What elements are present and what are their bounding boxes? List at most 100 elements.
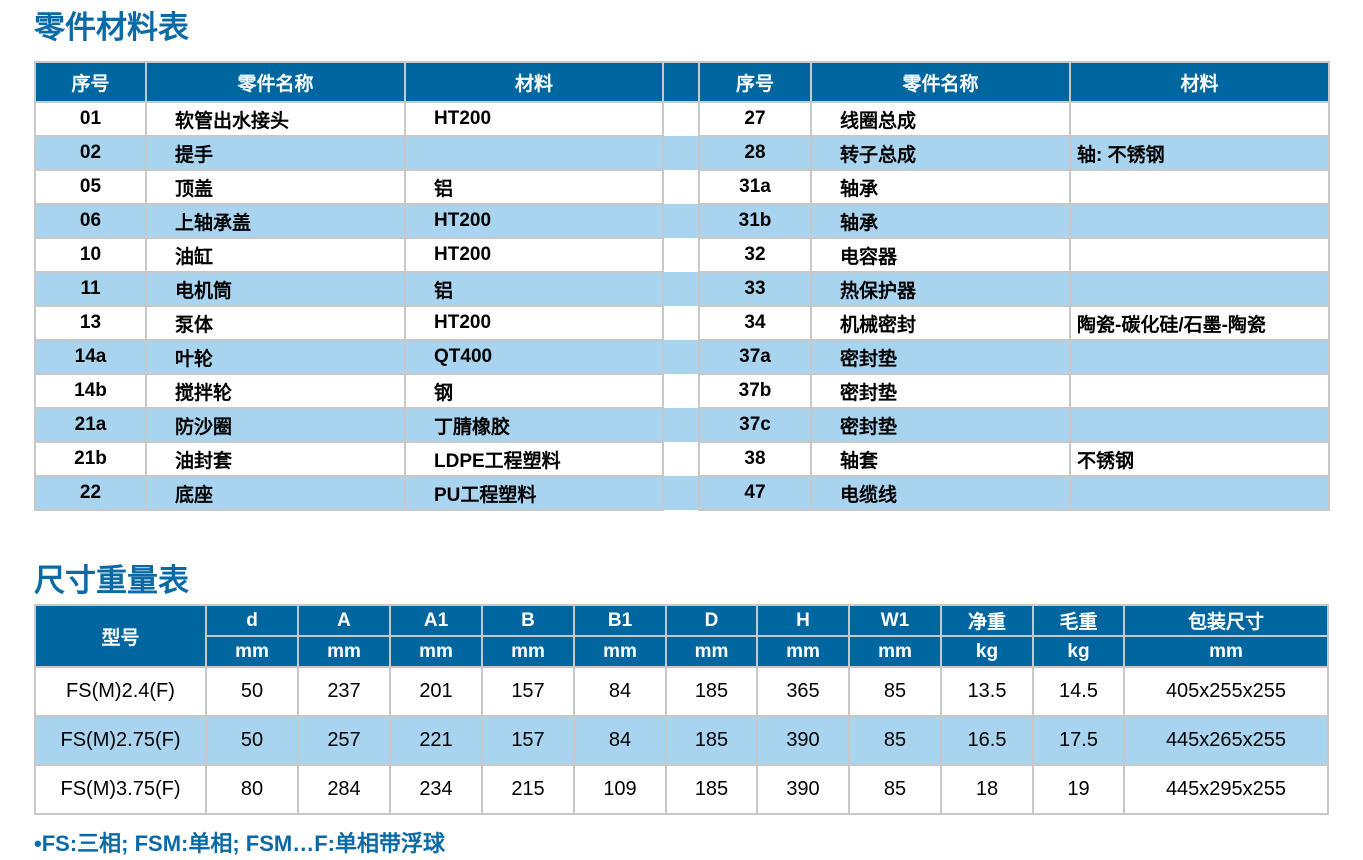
part-index: 27: [698, 101, 812, 137]
header-unit: mm: [573, 635, 667, 668]
part-name: 电缆线: [810, 475, 1071, 511]
part-name: 密封垫: [810, 407, 1071, 443]
part-index: 11: [34, 271, 147, 307]
header-dimension: 净重: [940, 604, 1034, 637]
part-index: 37c: [698, 407, 812, 443]
size-value: 237: [297, 666, 391, 717]
part-index: 14b: [34, 373, 147, 409]
header-part-name: 零件名称: [810, 61, 1071, 103]
part-material: [1069, 407, 1330, 443]
column-gap: [662, 408, 700, 442]
part-index: 32: [698, 237, 812, 273]
size-value: 445x295x255: [1123, 764, 1329, 815]
part-name: 上轴承盖: [145, 203, 406, 239]
table-row: 06 上轴承盖 HT200 31b 轴承: [34, 203, 1330, 239]
part-name: 泵体: [145, 305, 406, 341]
part-index: 02: [34, 135, 147, 171]
part-material: [1069, 169, 1330, 205]
header-index: 序号: [698, 61, 812, 103]
part-name: 密封垫: [810, 339, 1071, 375]
column-gap: [662, 340, 700, 374]
part-index: 28: [698, 135, 812, 171]
part-name: 热保护器: [810, 271, 1071, 307]
part-index: 38: [698, 441, 812, 477]
part-name: 机械密封: [810, 305, 1071, 341]
table-row: 14b 搅拌轮钢 37b 密封垫: [34, 373, 1330, 409]
table-row: 05 顶盖铝 31a 轴承: [34, 169, 1330, 205]
part-index: 01: [34, 101, 147, 137]
table-row: FS(M)2.75(F) 50 257 221 157 84 185 390 85 16.5 17.…: [34, 715, 1329, 766]
part-material: [1069, 237, 1330, 273]
column-gap: [662, 442, 700, 476]
size-value: 14.5: [1032, 666, 1125, 717]
part-material: 轴: 不锈钢: [1069, 135, 1330, 171]
part-name: 搅拌轮: [145, 373, 406, 409]
part-name: 轴承: [810, 169, 1071, 205]
part-name: 防沙圈: [145, 407, 406, 443]
column-gap: [662, 374, 700, 408]
size-value: 390: [756, 715, 850, 766]
part-name: 油缸: [145, 237, 406, 273]
sizes-table-title: 尺寸重量表: [34, 563, 189, 598]
model-note: •FS:三相; FSM:单相; FSM…F:单相带浮球: [34, 831, 445, 856]
table-row: FS(M)2.4(F) 50 237 201 157 84 185 365 85 13.5 14.5…: [34, 666, 1329, 717]
part-name: 顶盖: [145, 169, 406, 205]
parts-material-table: 序号 零件名称 材料 序号 零件名称 材料 01 软管出水接头 HT200 27 线圈总…: [34, 61, 1330, 511]
table-row: 01 软管出水接头 HT200 27 线圈总成: [34, 101, 1330, 137]
size-value: 17.5: [1032, 715, 1125, 766]
header-unit: mm: [481, 635, 575, 668]
header-dimension: B: [481, 604, 575, 637]
size-value: 201: [389, 666, 483, 717]
table-row: 21a 防沙圈 丁腈橡胶 37c 密封垫: [34, 407, 1330, 443]
column-gap: [662, 170, 700, 204]
part-index: 47: [698, 475, 812, 511]
header-dimension: d: [205, 604, 299, 637]
size-value: 365: [756, 666, 850, 717]
part-material: PU工程塑料: [404, 475, 664, 511]
header-unit: mm: [389, 635, 483, 668]
header-gap: [662, 61, 700, 103]
size-value: 50: [205, 666, 299, 717]
header-unit: mm: [848, 635, 942, 668]
header-unit: kg: [1032, 635, 1125, 668]
part-name: 提手: [145, 135, 406, 171]
column-gap: [662, 204, 700, 238]
part-material: [1069, 373, 1330, 409]
column-gap: [662, 476, 700, 510]
header-dimension: 毛重: [1032, 604, 1125, 637]
size-value: 257: [297, 715, 391, 766]
column-gap: [662, 136, 700, 170]
header-dimension: 包装尺寸: [1123, 604, 1329, 637]
size-value: 84: [573, 666, 667, 717]
size-value: 185: [665, 764, 758, 815]
header-material: 材料: [404, 61, 664, 103]
header-dimension: A1: [389, 604, 483, 637]
part-material: 铝: [404, 169, 664, 205]
column-gap: [662, 272, 700, 306]
size-value: 215: [481, 764, 575, 815]
size-weight-table: 型号 d A A1 B B1 D H W1 净重 毛重 包装尺寸 mm mm mm mm mm mm mm mm kg…: [34, 604, 1329, 815]
part-material: [1069, 203, 1330, 239]
part-name: 转子总成: [810, 135, 1071, 171]
size-value: 80: [205, 764, 299, 815]
part-material: HT200: [404, 203, 664, 239]
part-material: [404, 135, 664, 171]
header-dimension: B1: [573, 604, 667, 637]
part-index: 21a: [34, 407, 147, 443]
part-material: QT400: [404, 339, 664, 375]
part-material: 不锈钢: [1069, 441, 1330, 477]
part-index: 13: [34, 305, 147, 341]
table-row: 10 油缸 HT200 32 电容器: [34, 237, 1330, 273]
part-index: 31b: [698, 203, 812, 239]
header-unit: mm: [297, 635, 391, 668]
size-value: 109: [573, 764, 667, 815]
part-index: 37b: [698, 373, 812, 409]
part-name: 油封套: [145, 441, 406, 477]
size-value: 157: [481, 666, 575, 717]
part-index: 33: [698, 271, 812, 307]
part-material: HT200: [404, 305, 664, 341]
column-gap: [662, 238, 700, 272]
part-index: 14a: [34, 339, 147, 375]
model-name: FS(M)2.4(F): [34, 666, 207, 717]
table-row: 13 泵体 HT200 34 机械密封 陶瓷-碳化硅/石墨-陶瓷: [34, 305, 1330, 341]
